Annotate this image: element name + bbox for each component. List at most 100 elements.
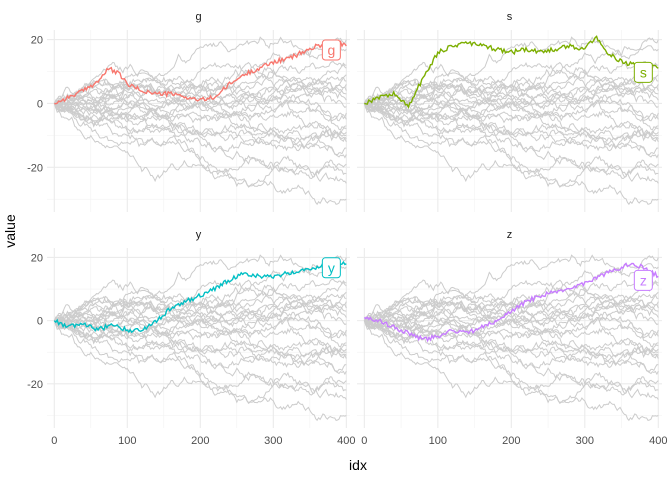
x-tick-label: 200	[191, 435, 209, 447]
series-line-y	[53, 259, 347, 334]
facet-strip-label: z	[507, 229, 513, 241]
background-series-line	[53, 300, 347, 336]
background-series-line	[364, 69, 659, 111]
background-series-line	[54, 315, 347, 353]
background-series-line	[364, 92, 659, 122]
background-series-line	[53, 320, 347, 403]
background-series-line	[363, 103, 659, 184]
background-series-line	[364, 102, 659, 142]
background-series-line	[53, 320, 347, 396]
background-series-line	[363, 74, 659, 110]
background-series-line	[54, 69, 347, 111]
background-series-line	[53, 320, 347, 400]
background-series-line	[364, 320, 659, 359]
x-tick-label: 0	[361, 435, 367, 447]
background-series-line	[54, 286, 347, 328]
facet-strip-label: y	[196, 229, 202, 241]
background-series-line	[364, 97, 659, 136]
background-series-line	[53, 278, 347, 324]
background-series-line	[54, 309, 347, 339]
y-tick-label: 0	[37, 316, 43, 328]
x-tick-label: 200	[502, 435, 520, 447]
x-tick-label: 400	[649, 435, 667, 447]
background-series-line	[363, 320, 659, 403]
background-series-line	[53, 74, 347, 110]
y-tick-label: 0	[37, 98, 43, 110]
background-series-line	[54, 92, 347, 122]
background-series-line	[364, 307, 659, 339]
series-line-s	[364, 35, 659, 109]
background-series-line	[363, 293, 659, 329]
background-series-line	[53, 293, 347, 329]
background-series-line	[364, 315, 659, 353]
y-tick-label: 20	[31, 35, 43, 47]
background-series-line	[363, 61, 659, 107]
x-tick-label: 400	[337, 435, 355, 447]
background-series-line	[363, 103, 659, 180]
background-series-line	[53, 76, 347, 112]
background-series-line	[54, 97, 347, 136]
background-series-line	[363, 103, 659, 187]
background-series-line	[363, 278, 659, 324]
series-line-z	[363, 262, 659, 343]
y-axis-title: value	[2, 214, 18, 248]
background-series-line	[364, 93, 659, 143]
background-series-line	[363, 76, 659, 112]
series-label-box	[633, 269, 653, 291]
background-series-line	[363, 300, 659, 336]
x-tick-label: 300	[576, 435, 594, 447]
background-series-line	[363, 83, 659, 119]
x-axis-title: idx	[349, 457, 367, 473]
background-series-line	[363, 103, 659, 206]
background-series-line	[363, 320, 659, 396]
y-tick-label: -20	[27, 379, 43, 391]
background-series-line	[364, 286, 659, 328]
series-end-label: y	[328, 260, 335, 276]
series-label-box	[633, 61, 653, 83]
background-series-line	[53, 103, 347, 184]
background-series-line	[363, 320, 659, 400]
x-tick-label: 100	[118, 435, 136, 447]
series-end-label: z	[640, 272, 647, 288]
background-series-line	[53, 103, 347, 187]
background-series-line	[53, 320, 347, 422]
series-line-g	[54, 39, 347, 105]
background-series-line	[53, 97, 347, 159]
background-series-line	[53, 291, 347, 328]
background-series-line	[54, 254, 347, 322]
panel-z: z z 0 100 200 300 400	[357, 229, 668, 447]
background-series-line	[363, 291, 659, 328]
y-tick-label: 20	[31, 252, 43, 264]
background-series-line	[364, 36, 659, 104]
background-series-line	[363, 97, 659, 159]
background-series-line	[53, 103, 347, 206]
background-series-line	[54, 93, 347, 143]
facet-strip-label: g	[195, 11, 201, 23]
background-series-line	[54, 320, 347, 359]
panel-g: g g -20 0 20	[27, 11, 350, 212]
background-series-line	[54, 102, 347, 142]
background-series-line	[54, 90, 347, 122]
background-series-line	[364, 311, 659, 359]
background-series-line	[54, 36, 347, 104]
background-series-line	[53, 61, 347, 107]
background-series-line	[54, 307, 347, 339]
background-series-line	[363, 320, 659, 422]
background-series-line	[53, 103, 347, 180]
y-tick-label: -20	[27, 162, 43, 174]
background-series-line	[364, 254, 659, 322]
panel-s: ss	[357, 11, 662, 212]
series-end-label: g	[327, 42, 335, 58]
x-tick-label: 100	[429, 435, 447, 447]
series-label-box	[321, 257, 341, 279]
facet-strip-label: s	[507, 11, 513, 23]
background-series-line	[54, 311, 347, 359]
background-series-line	[364, 309, 659, 339]
background-series-line	[364, 315, 659, 376]
series-end-label: s	[640, 64, 647, 80]
x-tick-label: 0	[51, 435, 57, 447]
series-label-box	[321, 39, 341, 61]
